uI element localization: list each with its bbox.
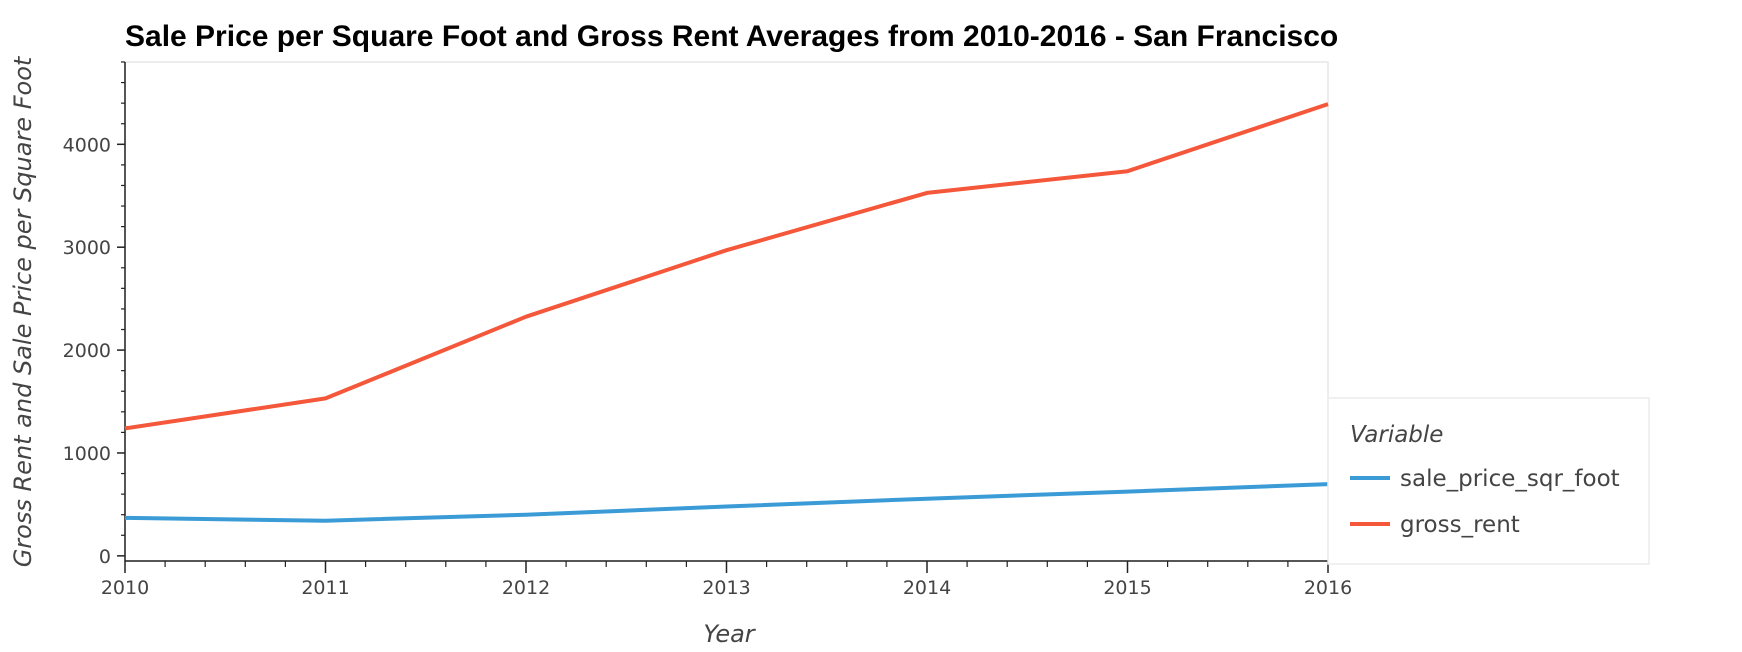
series-line-gross-rent (124, 102, 1329, 431)
y-tick-label: 1000 (63, 443, 111, 465)
x-tick-label: 2012 (502, 577, 550, 599)
x-tick-label: 2010 (101, 577, 149, 599)
x-tick-label: 2015 (1103, 577, 1151, 599)
x-axis-label: Year (703, 620, 756, 648)
y-tick-label: 4000 (63, 134, 111, 156)
y-tick-label: 0 (99, 546, 111, 568)
y-tick-label: 2000 (63, 340, 111, 362)
axes: 0 1000 2000 3000 4000 2010 2011 2012 2013 2014 201… (63, 61, 1352, 599)
legend-box (1327, 397, 1650, 565)
y-tick-label: 3000 (63, 237, 111, 259)
plot-frame (124, 61, 1329, 562)
x-tick-label: 2011 (301, 577, 349, 599)
x-tick-label: 2016 (1304, 577, 1352, 599)
x-tick-label: 2014 (903, 577, 951, 599)
legend-items: sale_price_sqr_foot gross_rent (1350, 466, 1620, 538)
legend: Variable sale_price_sqr_foot gross_rent (1327, 397, 1650, 565)
series-lines (124, 102, 1329, 523)
y-axis-label: Gross Rent and Sale Price per Square Foo… (9, 55, 37, 567)
chart-title: Sale Price per Square Foot and Gross Ren… (125, 20, 1338, 53)
legend-title: Variable (1350, 422, 1443, 448)
legend-label: gross_rent (1400, 512, 1520, 538)
series-line-sale-price-sqr-foot (124, 482, 1329, 523)
x-tick-label: 2013 (702, 577, 750, 599)
legend-label: sale_price_sqr_foot (1400, 466, 1620, 492)
